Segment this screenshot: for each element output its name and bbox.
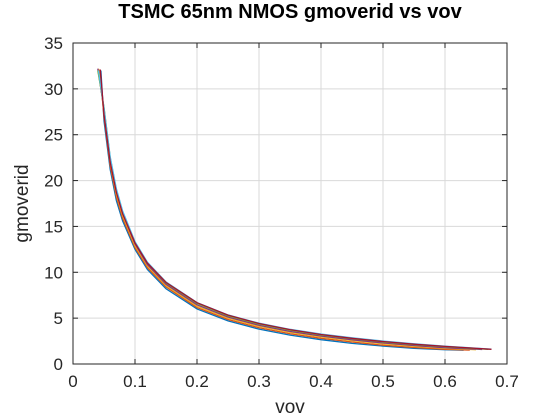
ticks: 0 0.1 0.2 0.3 0.4 0.5 0.6 0.7 0 5 10 15 20 25 30 35 — [44, 34, 519, 391]
y-tick-label: 5 — [54, 309, 63, 328]
x-tick-label: 0 — [68, 372, 77, 391]
y-tick-label: 20 — [44, 172, 63, 191]
x-tick-label: 0.5 — [371, 372, 395, 391]
x-tick-label: 0.2 — [185, 372, 209, 391]
x-tick-label: 0.6 — [433, 372, 457, 391]
grid — [72, 42, 508, 365]
y-tick-label: 30 — [44, 80, 63, 99]
x-axis-label: vov — [275, 397, 305, 416]
y-axis-label: gmoverid — [12, 164, 33, 242]
y-tick-label: 15 — [44, 217, 63, 236]
y-tick-label: 0 — [54, 355, 63, 374]
x-tick-label: 0.7 — [495, 372, 519, 391]
y-tick-label: 35 — [44, 34, 63, 53]
series-layer — [97, 68, 492, 351]
chart-title: TSMC 65nm NMOS gmoverid vs vov — [118, 1, 462, 23]
x-tick-label: 0.4 — [309, 372, 333, 391]
y-tick-label: 10 — [44, 263, 63, 282]
plot-area-frame — [72, 42, 508, 365]
series-line-1 — [100, 70, 464, 351]
y-tick-label: 25 — [44, 126, 63, 145]
x-tick-label: 0.3 — [247, 372, 271, 391]
series-line-7 — [99, 69, 492, 350]
x-tick-label: 0.1 — [123, 372, 147, 391]
